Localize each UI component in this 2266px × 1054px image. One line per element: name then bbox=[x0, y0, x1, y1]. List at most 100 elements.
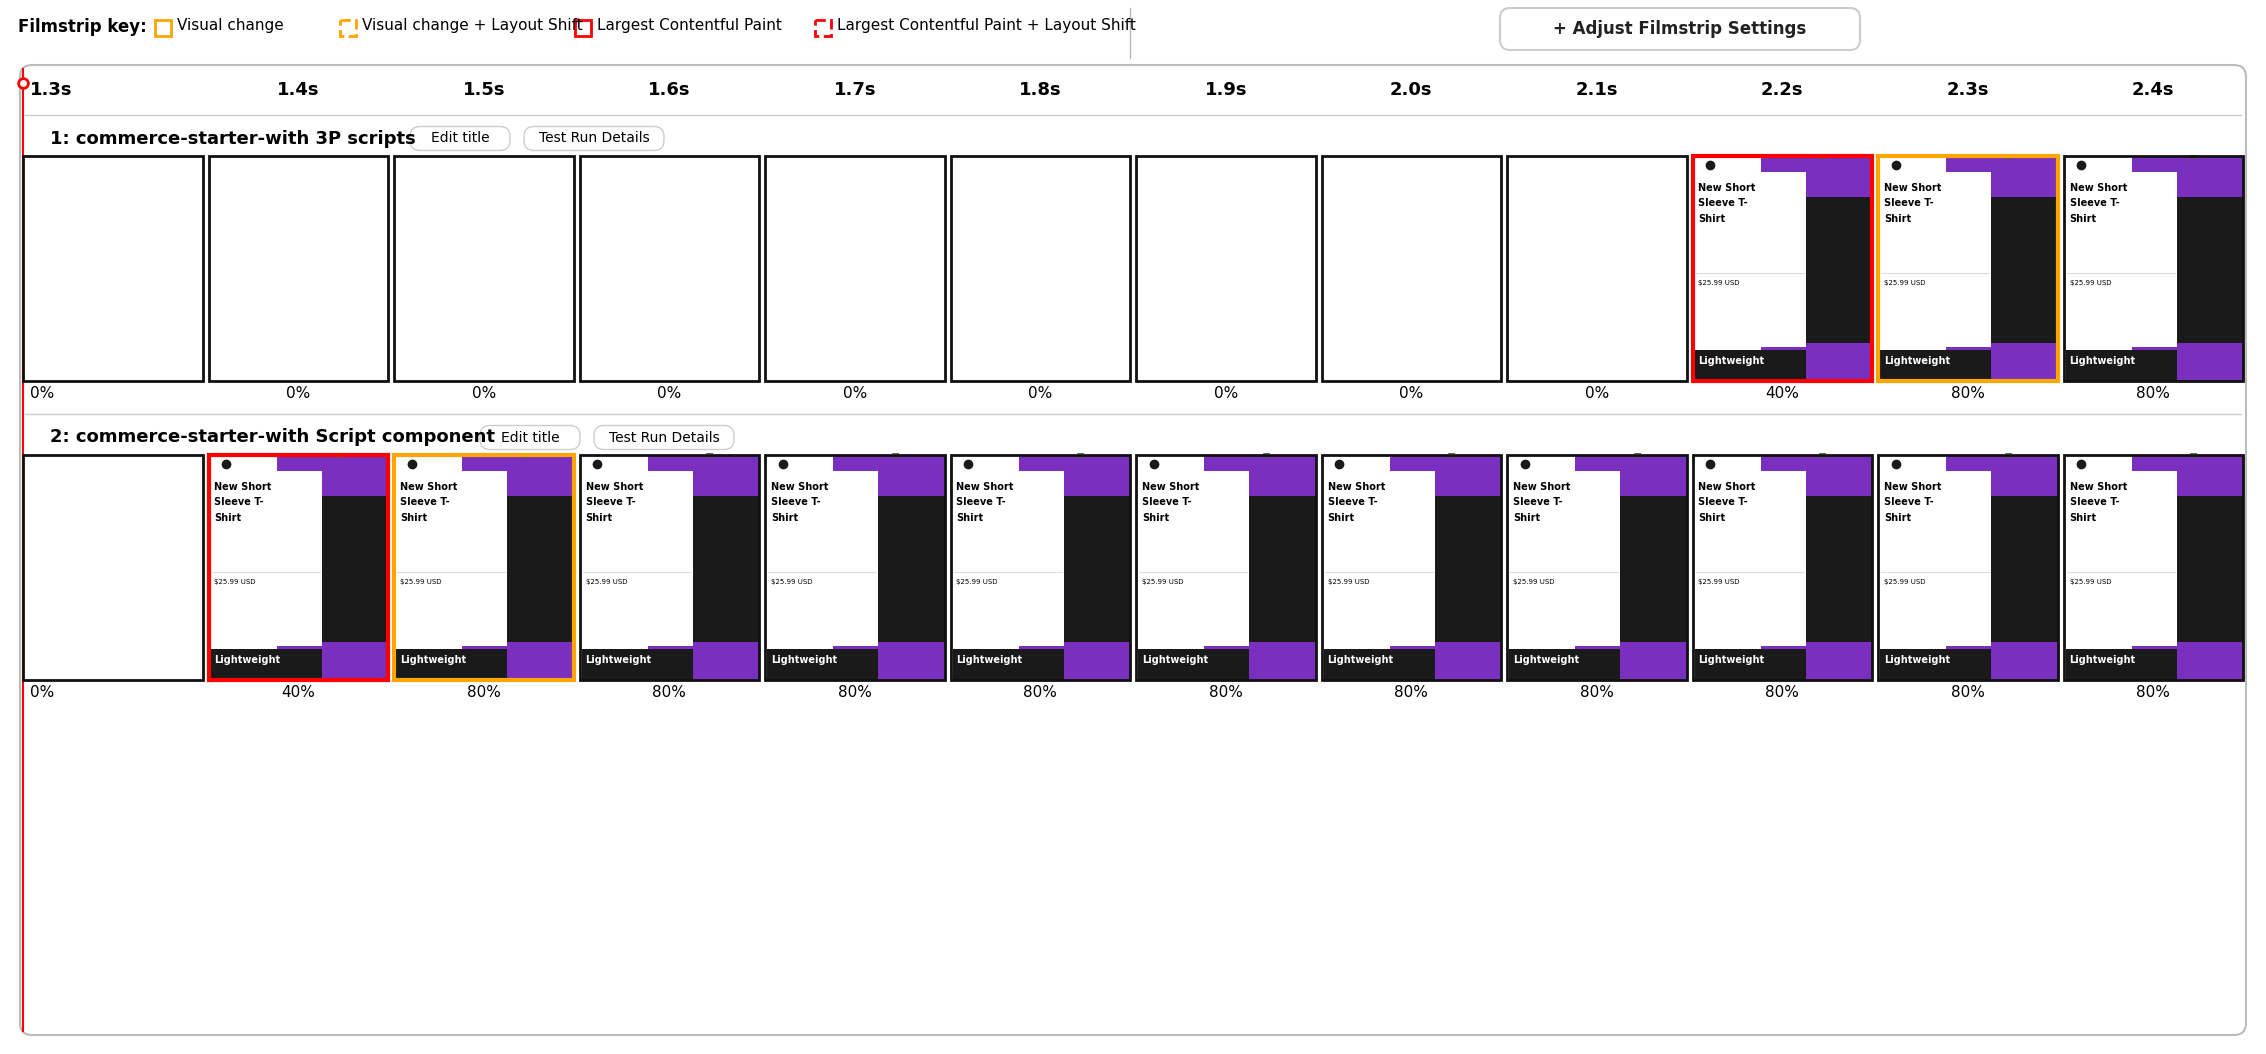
Text: 0%: 0% bbox=[286, 386, 310, 401]
Bar bbox=[23, 156, 202, 380]
Text: Lightweight: Lightweight bbox=[585, 656, 653, 665]
Text: $25.99 USD: $25.99 USD bbox=[1700, 279, 1740, 286]
Bar bbox=[1695, 648, 1806, 680]
Text: Lightweight: Lightweight bbox=[956, 656, 1022, 665]
Text: 80%: 80% bbox=[1951, 386, 1985, 401]
Text: 1.8s: 1.8s bbox=[1020, 81, 1060, 99]
Bar bbox=[469, 495, 573, 642]
Text: Sleeve T-: Sleeve T- bbox=[215, 497, 265, 507]
Text: ≡: ≡ bbox=[519, 451, 528, 462]
Text: $25.99 USD: $25.99 USD bbox=[956, 579, 997, 585]
Text: 1.3s: 1.3s bbox=[29, 81, 73, 99]
Bar bbox=[949, 156, 1131, 380]
Text: ≡: ≡ bbox=[2189, 153, 2198, 162]
Text: Shirt: Shirt bbox=[2069, 513, 2096, 523]
Text: 80%: 80% bbox=[1024, 685, 1058, 700]
Bar bbox=[208, 156, 387, 380]
Text: ≡: ≡ bbox=[1262, 451, 1271, 462]
Text: Shirt: Shirt bbox=[1700, 214, 1727, 223]
Bar bbox=[1321, 156, 1500, 380]
Bar bbox=[1946, 455, 2058, 680]
Bar bbox=[1507, 156, 1686, 380]
Bar bbox=[949, 455, 1131, 680]
Text: $25.99 USD: $25.99 USD bbox=[2069, 279, 2112, 286]
Bar bbox=[1767, 495, 1872, 642]
Text: Shirt: Shirt bbox=[401, 513, 426, 523]
Bar bbox=[1212, 495, 1317, 642]
Bar bbox=[2064, 156, 2243, 380]
Text: 2.0s: 2.0s bbox=[1389, 81, 1432, 99]
Text: Shirt: Shirt bbox=[2069, 214, 2096, 223]
Text: Sleeve T-: Sleeve T- bbox=[401, 497, 449, 507]
FancyBboxPatch shape bbox=[20, 65, 2246, 1035]
Text: $25.99 USD: $25.99 USD bbox=[585, 579, 628, 585]
Text: 1.9s: 1.9s bbox=[1206, 81, 1246, 99]
Text: 80%: 80% bbox=[838, 685, 872, 700]
Bar bbox=[648, 455, 759, 680]
Bar bbox=[1693, 455, 1872, 680]
Text: ≡: ≡ bbox=[891, 451, 900, 462]
Text: 0%: 0% bbox=[843, 386, 868, 401]
Text: Shirt: Shirt bbox=[215, 513, 242, 523]
Text: Sleeve T-: Sleeve T- bbox=[1142, 497, 1192, 507]
Text: Sleeve T-: Sleeve T- bbox=[585, 497, 634, 507]
Bar bbox=[1138, 471, 1249, 646]
Bar bbox=[1695, 471, 1806, 646]
Bar bbox=[949, 455, 1131, 680]
Bar bbox=[2067, 471, 2178, 646]
Text: Shirt: Shirt bbox=[1328, 513, 1355, 523]
Text: Lightweight: Lightweight bbox=[770, 656, 836, 665]
Text: 80%: 80% bbox=[653, 685, 687, 700]
Text: Shirt: Shirt bbox=[770, 513, 798, 523]
FancyBboxPatch shape bbox=[480, 426, 580, 449]
Bar bbox=[1321, 455, 1500, 680]
Text: New Short: New Short bbox=[1700, 183, 1756, 193]
Text: Shirt: Shirt bbox=[1142, 513, 1169, 523]
Bar bbox=[394, 156, 573, 380]
FancyBboxPatch shape bbox=[523, 126, 664, 151]
Text: New Short: New Short bbox=[215, 482, 272, 492]
Bar bbox=[1321, 455, 1500, 680]
Bar bbox=[1761, 455, 1872, 680]
Bar bbox=[952, 648, 1063, 680]
Text: 80%: 80% bbox=[2137, 386, 2171, 401]
Bar bbox=[766, 156, 945, 380]
Text: Lightweight: Lightweight bbox=[1700, 356, 1765, 366]
Bar bbox=[1695, 172, 1806, 347]
Bar bbox=[23, 156, 202, 380]
Bar bbox=[2064, 156, 2243, 380]
Text: Lightweight: Lightweight bbox=[215, 656, 281, 665]
Bar bbox=[1881, 350, 1992, 380]
Bar bbox=[2139, 196, 2243, 343]
Bar bbox=[1389, 455, 1500, 680]
Text: ≡: ≡ bbox=[333, 451, 344, 462]
Bar bbox=[1020, 455, 1131, 680]
Text: Edit title: Edit title bbox=[431, 132, 489, 145]
Bar bbox=[766, 471, 879, 646]
Text: Sleeve T-: Sleeve T- bbox=[1328, 497, 1378, 507]
Text: Sleeve T-: Sleeve T- bbox=[1700, 198, 1747, 209]
Text: + Adjust Filmstrip Settings: + Adjust Filmstrip Settings bbox=[1554, 20, 1806, 38]
Text: 0%: 0% bbox=[29, 685, 54, 700]
Bar bbox=[1879, 156, 2058, 380]
Text: New Short: New Short bbox=[585, 482, 644, 492]
Text: 0%: 0% bbox=[657, 386, 682, 401]
Text: 0%: 0% bbox=[29, 386, 54, 401]
Bar bbox=[1879, 455, 2058, 680]
Bar bbox=[1507, 455, 1686, 680]
Text: 80%: 80% bbox=[1951, 685, 1985, 700]
Text: 80%: 80% bbox=[1394, 685, 1428, 700]
Text: Sleeve T-: Sleeve T- bbox=[770, 497, 820, 507]
Text: 80%: 80% bbox=[467, 685, 501, 700]
Text: $25.99 USD: $25.99 USD bbox=[770, 579, 813, 585]
Text: Filmstrip key:: Filmstrip key: bbox=[18, 18, 147, 36]
Bar bbox=[580, 156, 759, 380]
Bar bbox=[576, 20, 591, 36]
Text: New Short: New Short bbox=[1514, 482, 1570, 492]
Text: Sleeve T-: Sleeve T- bbox=[956, 497, 1006, 507]
Text: Sleeve T-: Sleeve T- bbox=[1883, 198, 1933, 209]
Bar bbox=[2067, 648, 2178, 680]
Bar bbox=[1396, 495, 1500, 642]
Text: Shirt: Shirt bbox=[1883, 214, 1910, 223]
Text: Shirt: Shirt bbox=[1700, 513, 1727, 523]
